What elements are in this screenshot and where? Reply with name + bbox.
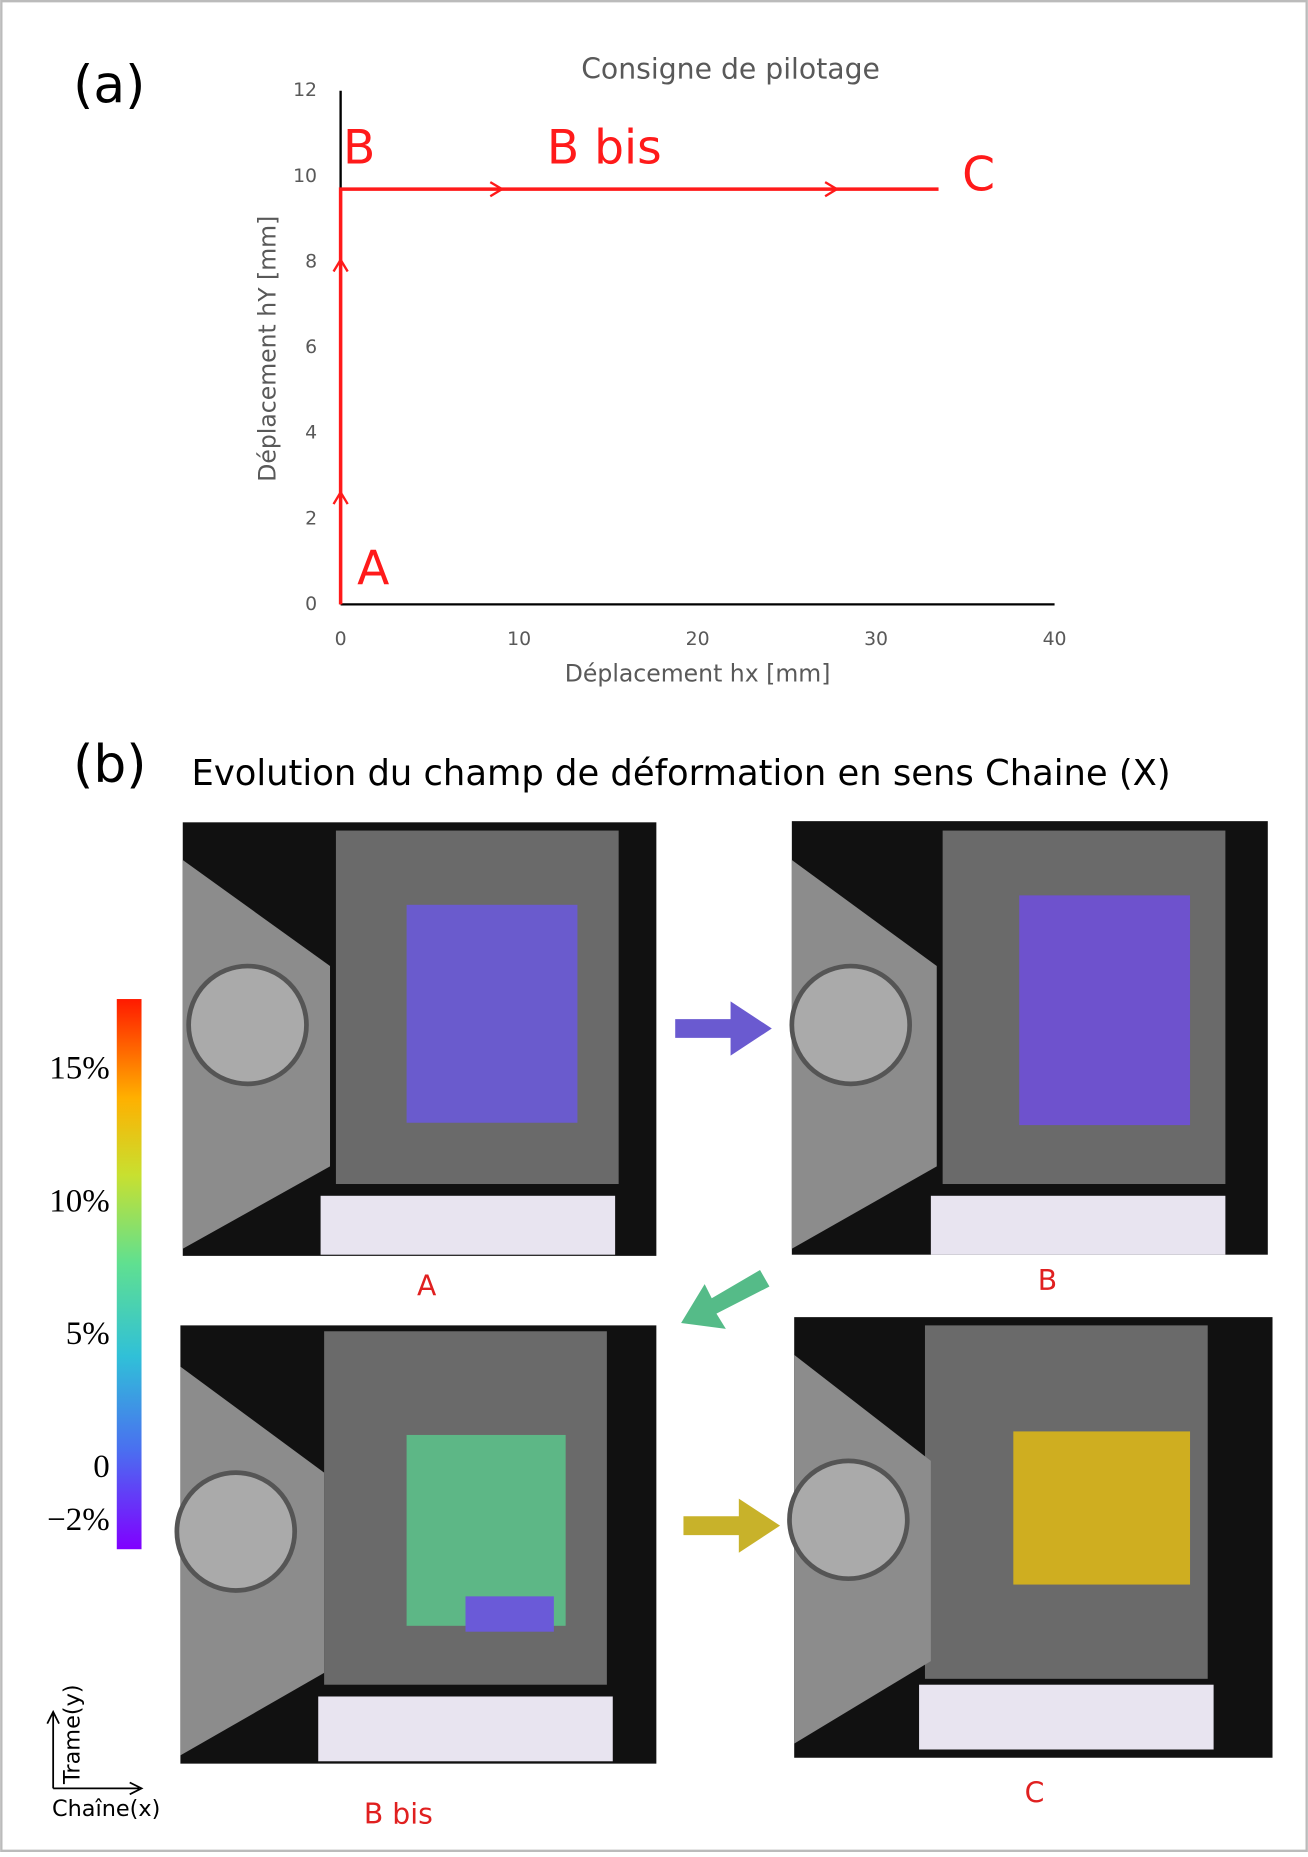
x-tick-label: 20 [686,629,710,650]
y-tick-label: 12 [293,80,317,101]
colorbar-tick-label: −2% [47,1502,110,1538]
x-tick-label: 0 [335,629,347,650]
arrow [681,1270,770,1329]
x-tick-label: 40 [1043,629,1067,650]
photo [174,1325,657,1764]
caption: B bis [364,1797,433,1830]
y-tick-label: 0 [305,594,317,615]
caption: B [1038,1264,1057,1297]
photo [787,1317,1273,1758]
photo [182,822,657,1256]
y-tick-label: 2 [305,508,317,529]
annotation: B [343,120,375,175]
x-axis-label: Déplacement hx [mm] [565,660,831,688]
photo [789,821,1268,1255]
y-tick-label: 10 [293,166,317,187]
annotation: B bis [547,120,662,175]
direction-arrow [332,257,349,273]
panel-label: (b) [73,735,146,795]
colorbar-tick-label: 10% [49,1183,109,1219]
colorbar-tick-label: 5% [66,1316,110,1352]
arrow [683,1498,781,1553]
caption: C [1025,1776,1045,1809]
annotation: C [962,147,995,202]
axis-note: Chaîne(x) [52,1796,160,1822]
x-tick-label: 10 [507,629,531,650]
y-tick-label: 4 [305,423,317,444]
panel-label: (a) [73,55,145,115]
data-line [338,187,939,605]
colorbar [116,999,142,1550]
direction-arrow [332,489,349,505]
colorbar-tick-label: 0 [93,1449,109,1485]
colorbar-tick-label: 15% [49,1050,109,1086]
y-tick-label: 8 [305,251,317,272]
x-tick-label: 30 [864,629,888,650]
chart-title: Consigne de pilotage [581,53,880,86]
direction-arrow [489,181,505,198]
orientation-axes [46,1709,144,1796]
arrow [675,1001,772,1056]
y-tick-label: 6 [305,337,317,358]
direction-arrow [824,181,840,198]
caption: A [417,1270,437,1303]
axis-note: Trame(y) [60,1684,86,1785]
y-axis-label: Déplacement hY [mm] [253,216,281,482]
annotation: A [357,541,389,596]
panel-title: Evolution du champ de déformation en sen… [192,753,1171,794]
